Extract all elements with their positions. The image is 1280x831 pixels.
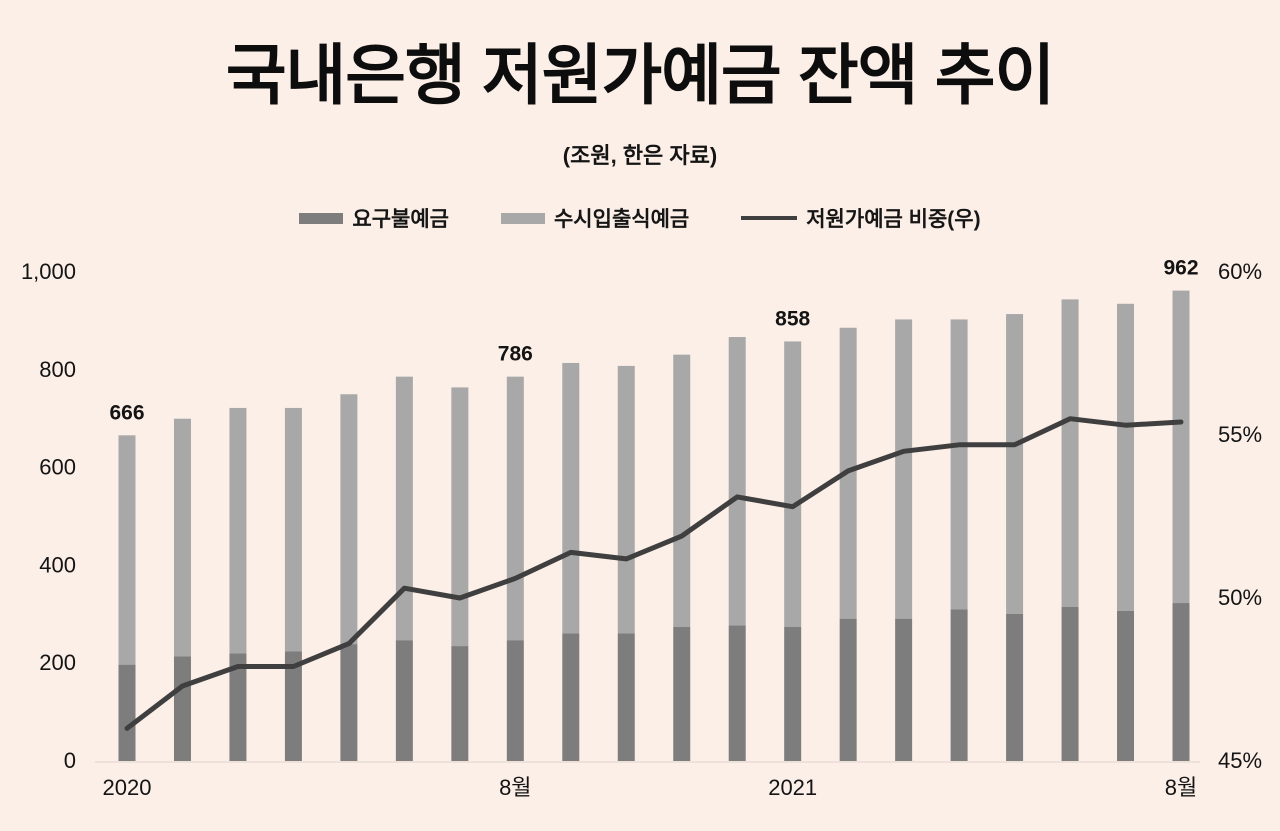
- right-axis-tick-label: 50%: [1218, 585, 1262, 610]
- mmda-deposit-swatch-icon: [500, 212, 545, 224]
- bar-mmda-deposit: [506, 376, 524, 641]
- x-axis-baseline: [95, 761, 1200, 763]
- bar-mmda-deposit: [395, 376, 413, 641]
- demand-deposit-swatch-icon: [299, 212, 344, 224]
- bar-demand-deposit: [340, 644, 358, 761]
- bar-demand-deposit: [617, 633, 635, 761]
- left-axis-tick-label: 0: [64, 748, 76, 773]
- bar-data-label: 962: [1163, 257, 1198, 280]
- ratio-line: [124, 416, 1184, 731]
- bar-mmda-deposit: [1172, 290, 1190, 604]
- bar-mmda-deposit: [451, 387, 469, 647]
- bar-demand-deposit: [1006, 613, 1024, 761]
- bar-demand-deposit: [173, 656, 191, 761]
- bar-demand-deposit: [1172, 603, 1190, 761]
- right-axis-tick-label: 55%: [1218, 422, 1262, 447]
- bar-mmda-deposit: [562, 362, 580, 634]
- bar-mmda-deposit: [617, 365, 635, 634]
- bar-demand-deposit: [118, 664, 136, 761]
- legend-label-low-cost-ratio: 저원가예금 비중(우): [806, 208, 981, 231]
- bar-data-label: 786: [498, 343, 533, 366]
- bar-demand-deposit: [229, 653, 247, 761]
- bar-mmda-deposit: [784, 341, 802, 628]
- bar-demand-deposit: [1061, 606, 1079, 761]
- bar-demand-deposit: [728, 625, 746, 761]
- bar-mmda-deposit: [673, 354, 691, 628]
- x-axis-label: 8월: [499, 775, 531, 800]
- left-axis-tick-label: 600: [39, 455, 76, 480]
- bar-demand-deposit: [950, 609, 968, 761]
- chart-title: 국내은행 저원가예금 잔액 추이: [225, 38, 1055, 112]
- bar-demand-deposit: [506, 640, 524, 761]
- left-axis-tick-label: 800: [39, 357, 76, 382]
- bar-mmda-deposit: [340, 394, 358, 645]
- bar-demand-deposit: [839, 618, 857, 761]
- bar-demand-deposit: [395, 640, 413, 761]
- bar-mmda-deposit: [950, 319, 968, 610]
- legend-label-mmda-deposit: 수시입출식예금: [553, 208, 690, 231]
- bar-demand-deposit: [784, 627, 802, 761]
- bar-mmda-deposit: [728, 337, 746, 626]
- x-axis-label: 2021: [768, 775, 817, 800]
- chart-subtitle: (조원, 한은 자료): [562, 143, 718, 168]
- bar-demand-deposit: [1117, 610, 1135, 761]
- bar-mmda-deposit: [229, 407, 247, 654]
- bar-demand-deposit: [673, 627, 691, 761]
- legend-item-demand-deposit: 요구불예금: [299, 203, 449, 233]
- x-axis-label: 2020: [103, 775, 152, 800]
- bar-demand-deposit: [895, 618, 913, 761]
- right-axis-tick-label: 45%: [1218, 748, 1262, 773]
- bar-demand-deposit: [284, 651, 302, 761]
- bar-demand-deposit: [562, 633, 580, 761]
- bar-demand-deposit: [451, 646, 469, 761]
- ratio-line-swatch-icon: [741, 216, 798, 220]
- bar-mmda-deposit: [118, 435, 136, 665]
- bar-data-label: 666: [109, 401, 144, 424]
- bar-mmda-deposit: [284, 407, 302, 652]
- left-axis-tick-label: 400: [39, 552, 76, 577]
- bar-data-label: 858: [775, 307, 810, 330]
- left-axis-tick-label: 1,000: [21, 259, 76, 284]
- legend-label-demand-deposit: 요구불예금: [352, 208, 449, 231]
- bar-mmda-deposit: [1061, 299, 1079, 607]
- bar-mmda-deposit: [895, 319, 913, 619]
- right-axis-tick-label: 60%: [1218, 259, 1262, 284]
- bar-mmda-deposit: [1006, 314, 1024, 614]
- bar-mmda-deposit: [173, 418, 191, 657]
- bar-mmda-deposit: [1117, 303, 1135, 611]
- legend-item-mmda-deposit: 수시입출식예금: [500, 203, 690, 233]
- left-axis-tick-label: 200: [39, 650, 76, 675]
- chart-legend: 요구불예금 수시입출식예금 저원가예금 비중(우): [0, 203, 1280, 233]
- x-axis-label: 8월: [1165, 775, 1197, 800]
- legend-item-low-cost-ratio: 저원가예금 비중(우): [741, 203, 981, 233]
